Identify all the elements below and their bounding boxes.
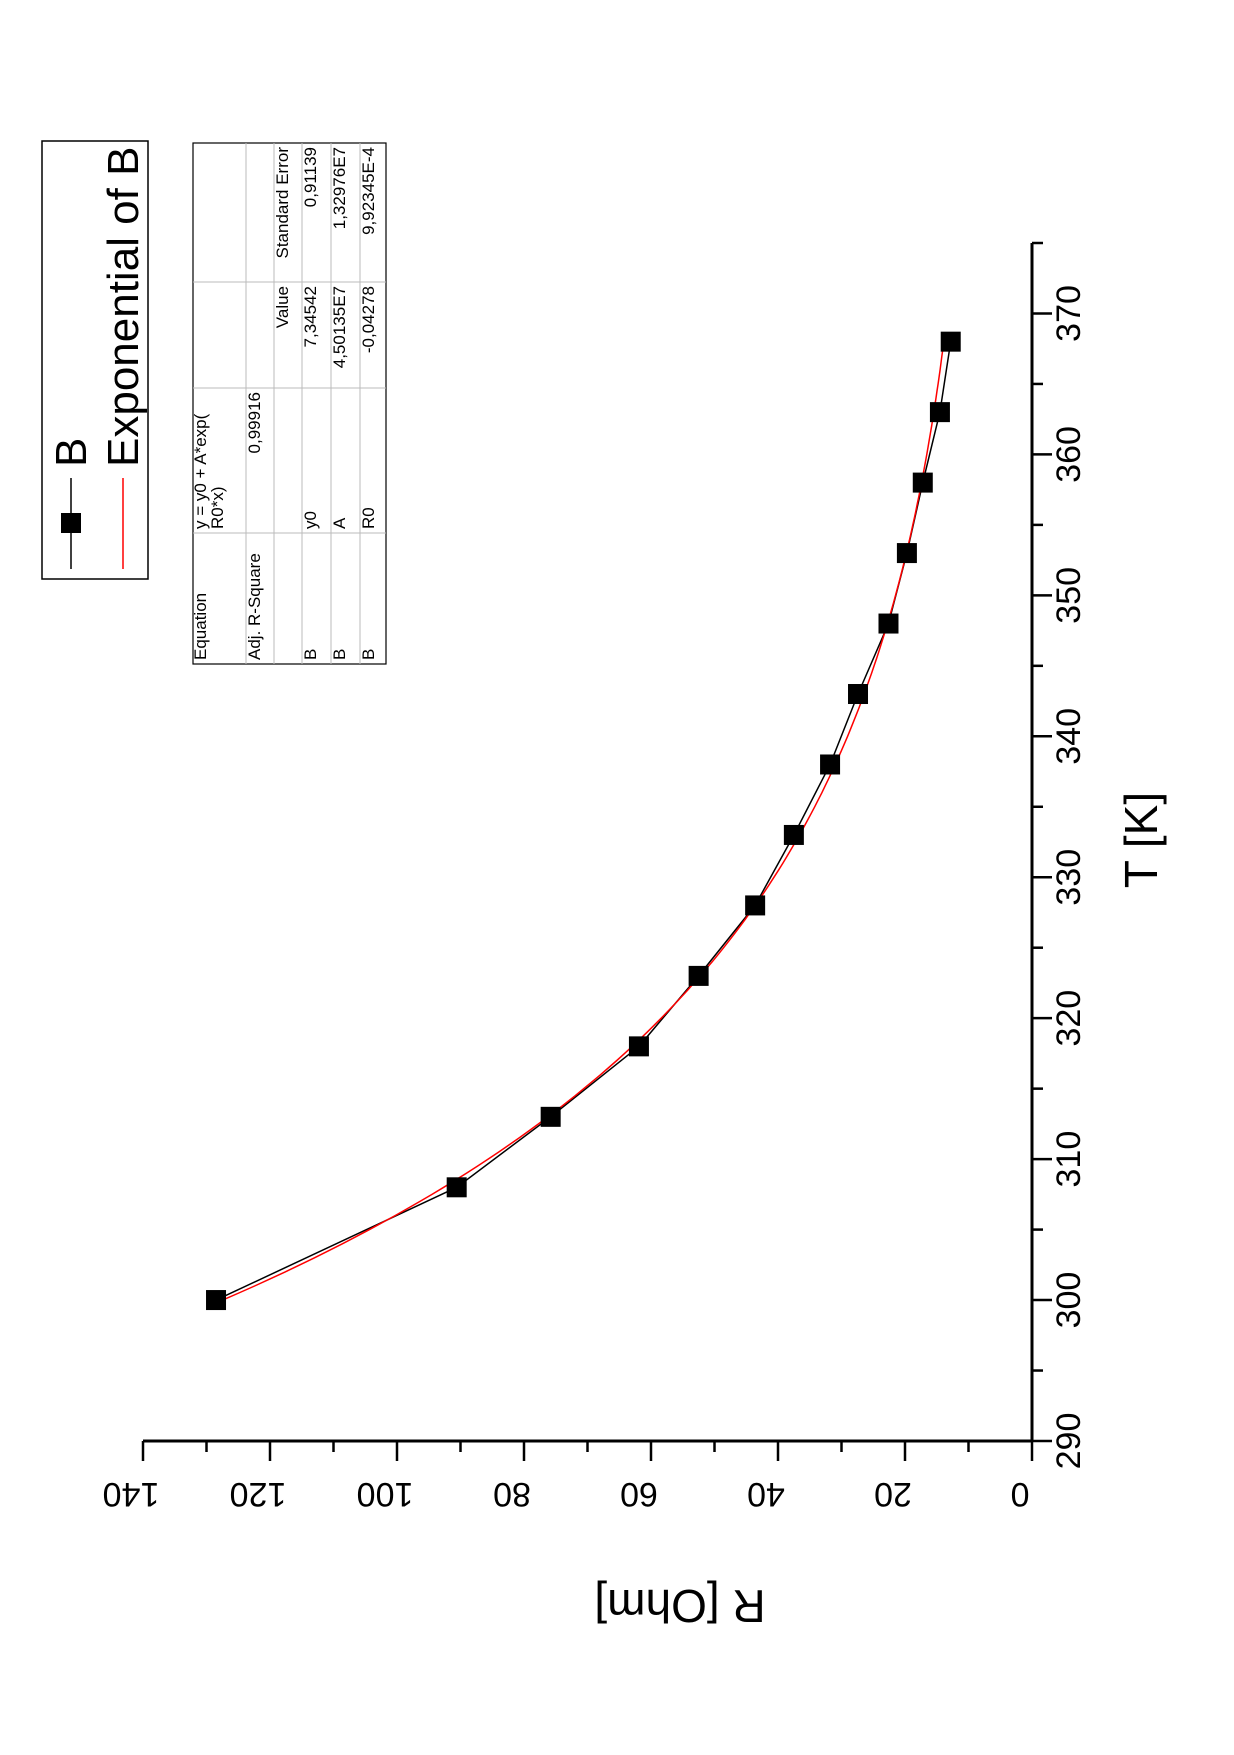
- table-cell: 0,91139: [301, 147, 320, 207]
- x-tick-label: 340: [1050, 708, 1088, 765]
- table-cell: 4,50135E7: [330, 286, 349, 368]
- table-cell: B: [359, 649, 378, 660]
- legend-box: [41, 140, 149, 580]
- data-point-marker: [540, 1106, 561, 1127]
- y-tick-label: 40: [747, 1475, 785, 1513]
- legend-marker-b: [61, 513, 81, 533]
- x-tick-label: 300: [1050, 1272, 1088, 1329]
- table-cell: B: [301, 649, 320, 660]
- fit-table: Equation y = y0 + A*exp(R0*x) Adj. R-Squar…: [191, 142, 387, 665]
- legend-label-b: B: [47, 438, 96, 467]
- data-point-marker: [912, 472, 933, 493]
- y-tick-label: 60: [620, 1475, 658, 1513]
- table-cell: A: [330, 517, 349, 529]
- data-point-marker: [688, 965, 709, 986]
- table-cell: 1,32976E7: [330, 147, 349, 229]
- data-point-marker: [783, 824, 804, 845]
- data-point-marker: [820, 754, 841, 775]
- data-point-marker: [206, 1290, 227, 1311]
- table-cell: -0,04278: [359, 286, 378, 353]
- y-tick-label: 140: [103, 1475, 160, 1513]
- table-cell: B: [330, 649, 349, 660]
- x-tick-label: 330: [1050, 849, 1088, 906]
- table-cell: R0: [359, 507, 378, 529]
- table-cell: y0: [301, 511, 320, 529]
- table-cell: 9,92345E-4: [359, 147, 378, 235]
- table-cell: 0,99916: [245, 392, 264, 453]
- data-point-marker: [446, 1177, 467, 1198]
- data-point-marker: [745, 895, 766, 916]
- table-cell: Equation: [191, 593, 210, 660]
- table-cell: 7,34542: [301, 286, 320, 347]
- x-tick-label: 320: [1050, 990, 1088, 1047]
- table-cell: R0*x): [208, 486, 227, 529]
- table-cell: Adj. R-Square: [245, 553, 264, 660]
- data-point-marker: [848, 684, 869, 705]
- x-tick-label: 310: [1050, 1131, 1088, 1188]
- legend: B Exponential of B: [41, 140, 149, 580]
- curves: [215, 341, 952, 1301]
- data-point-marker: [878, 613, 899, 634]
- y-tick-label: 0: [1011, 1475, 1030, 1513]
- table-cell: Value: [273, 286, 292, 328]
- markers: [206, 331, 961, 1311]
- table-cell: Standard Error: [273, 147, 292, 259]
- y-tick-label: 120: [230, 1475, 287, 1513]
- x-tick-label: 370: [1050, 285, 1088, 342]
- axes: 290 300 310 320 330 340 350 360 370 0 20 40 60 80 100 1…: [103, 241, 1088, 1513]
- x-axis-label: T [K]: [1115, 792, 1167, 888]
- y-tick-label: 20: [874, 1475, 912, 1513]
- table-border: [192, 142, 387, 665]
- series-b-line: [215, 341, 952, 1301]
- x-tick-label: 290: [1050, 1413, 1088, 1470]
- y-tick-label: 100: [357, 1475, 414, 1513]
- data-point-marker: [940, 331, 961, 352]
- legend-label-fit: Exponential of B: [99, 147, 148, 467]
- data-point-marker: [896, 543, 917, 564]
- data-point-marker: [929, 402, 950, 423]
- fit-curve: [222, 341, 945, 1301]
- data-point-marker: [628, 1036, 649, 1057]
- table-cell: y = y0 + A*exp(: [191, 413, 210, 529]
- x-tick-label: 350: [1050, 567, 1088, 624]
- y-tick-label: 80: [493, 1475, 531, 1513]
- y-axis-label: R [Ohm]: [594, 1580, 765, 1632]
- x-tick-label: 360: [1050, 426, 1088, 483]
